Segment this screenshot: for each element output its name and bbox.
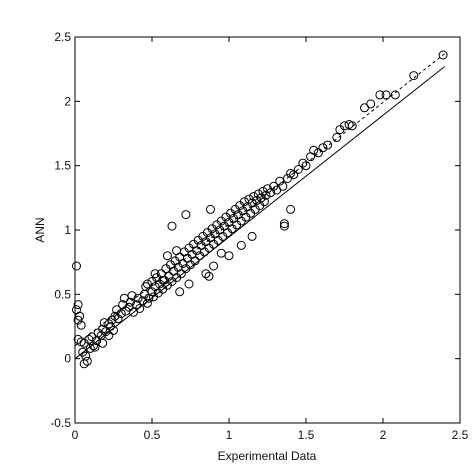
data-point [318, 143, 328, 153]
data-point [261, 190, 271, 200]
data-point [209, 261, 219, 271]
data-point [75, 311, 85, 321]
data-point [286, 204, 296, 214]
x-tick-label: 2 [380, 428, 387, 442]
fit-line-dashed [74, 53, 445, 347]
data-point [323, 140, 333, 150]
y-tick-label: 0 [64, 352, 71, 366]
data-point [72, 261, 81, 271]
data-point [175, 287, 185, 297]
data-point [278, 181, 288, 191]
data-point [275, 176, 285, 186]
data-point [124, 302, 134, 312]
y-axis-label: ANN [33, 217, 47, 242]
data-point [90, 342, 100, 352]
data-point [142, 298, 152, 308]
data-point [110, 311, 120, 321]
data-point [98, 338, 108, 348]
data-point [147, 287, 157, 297]
x-axis-label: Experimental Data [218, 449, 317, 463]
plot-frame [74, 36, 461, 424]
data-point [279, 221, 289, 231]
data-point [190, 256, 200, 266]
data-point [184, 279, 194, 289]
data-points [72, 50, 448, 369]
data-point [201, 269, 211, 279]
y-tick-label: 2 [64, 94, 71, 108]
data-point [109, 325, 118, 335]
data-point [293, 165, 303, 174]
x-tick-label: 1.5 [298, 428, 315, 442]
data-point [125, 297, 135, 307]
data-point [259, 197, 269, 207]
y-tick-label: 1 [64, 223, 71, 237]
data-point [98, 324, 108, 334]
data-point [298, 158, 308, 168]
data-point [347, 121, 357, 131]
x-tick-label: 0.5 [144, 428, 161, 442]
y-tick-label: 2.5 [54, 30, 71, 44]
data-point [332, 132, 342, 142]
data-point [279, 219, 289, 229]
data-point [289, 170, 299, 180]
data-point [301, 161, 311, 171]
data-point [127, 291, 137, 301]
data-point [181, 210, 191, 220]
data-point [113, 314, 123, 324]
data-point [79, 359, 89, 369]
data-point [206, 204, 215, 214]
data-point [104, 331, 114, 340]
data-point [82, 356, 92, 366]
data-point [158, 275, 168, 285]
data-point [236, 240, 246, 250]
data-point [390, 90, 400, 100]
data-point [313, 148, 323, 158]
data-point [247, 231, 257, 241]
data-point [162, 251, 172, 261]
data-point [138, 296, 148, 306]
data-point [224, 251, 234, 261]
data-point [167, 221, 177, 231]
x-tick-label: 1 [226, 428, 233, 442]
data-point [381, 90, 391, 100]
y-tick-label: -0.5 [50, 416, 71, 430]
data-point [150, 269, 160, 279]
data-point [76, 320, 86, 330]
data-point [375, 90, 385, 100]
y-axis-ticks: -0.5 0 0.5 1 1.5 2 2.5 [50, 30, 460, 430]
x-tick-label: 0 [72, 428, 79, 442]
data-point [216, 248, 226, 258]
data-point [366, 99, 376, 109]
data-point [85, 343, 95, 353]
data-point [73, 315, 83, 325]
data-point [409, 71, 419, 81]
data-point [116, 309, 126, 319]
data-point [309, 145, 319, 155]
data-point [142, 279, 152, 289]
data-point [73, 300, 83, 310]
x-axis-ticks: 0 0.5 1 1.5 2 2.5 [72, 37, 469, 442]
fit-lines [74, 53, 445, 360]
data-point [135, 304, 145, 313]
x-tick-label: 2.5 [452, 428, 469, 442]
data-point [141, 282, 151, 292]
y-tick-label: 1.5 [54, 159, 71, 173]
data-point [438, 50, 448, 60]
data-point [176, 269, 186, 279]
data-point [89, 341, 98, 351]
data-point [204, 271, 214, 281]
data-point [172, 246, 182, 256]
y-tick-label: 0.5 [54, 287, 71, 301]
